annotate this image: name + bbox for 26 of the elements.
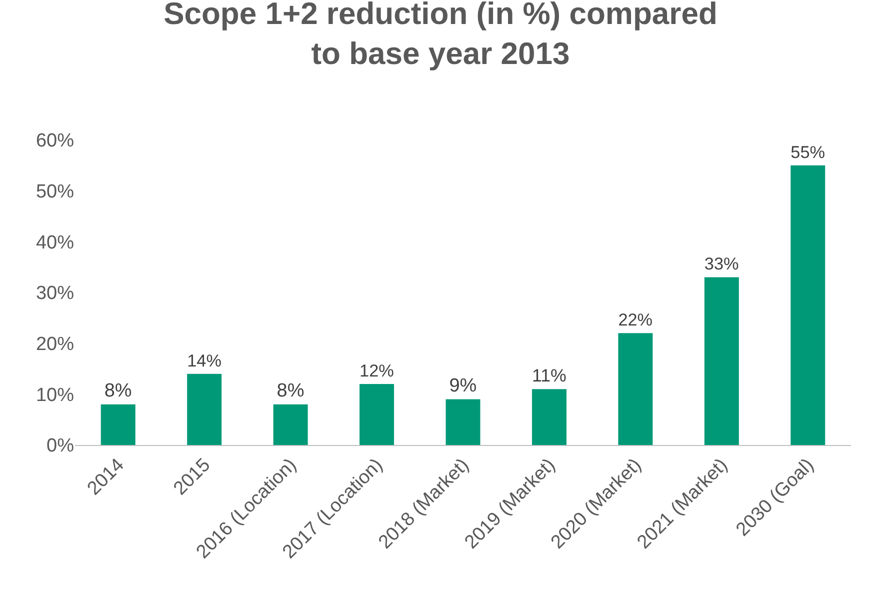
bar	[704, 277, 739, 445]
y-tick-label: 60%	[36, 130, 74, 152]
y-tick-label: 30%	[36, 283, 74, 304]
y-tick-label: 40%	[36, 232, 74, 254]
y-tick-label: 10%	[36, 384, 74, 406]
data-label: 8%	[276, 380, 304, 402]
data-label: 55%	[790, 142, 826, 162]
data-label: 14%	[187, 350, 222, 370]
y-tick-label: 50%	[36, 181, 74, 202]
data-label: 8%	[104, 380, 132, 402]
data-label: 33%	[704, 254, 739, 274]
bar	[273, 404, 308, 445]
y-tick-label: 20%	[36, 334, 74, 355]
bar	[187, 374, 222, 445]
data-label: 12%	[360, 360, 394, 380]
bar	[100, 404, 136, 445]
data-label: 11%	[532, 365, 567, 386]
bar	[532, 389, 566, 445]
y-tick-label: 0%	[46, 436, 74, 457]
bar	[360, 384, 394, 445]
bar	[790, 165, 826, 445]
chart-title: Scope 1+2 reduction (in %) compared to base year 2013	[164, 0, 718, 72]
data-label: 9%	[449, 375, 477, 396]
data-label: 22%	[618, 310, 653, 330]
bar	[618, 333, 653, 445]
bar	[446, 399, 480, 445]
